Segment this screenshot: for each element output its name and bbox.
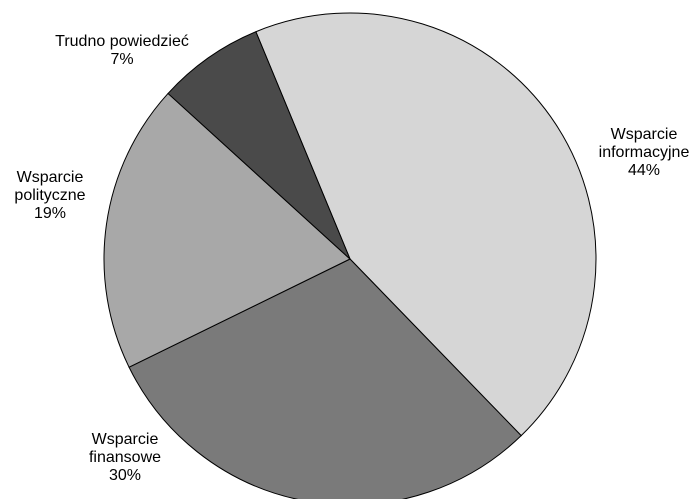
slice-label-4: Trudno powiedzieć 7% <box>55 33 189 68</box>
slice-label-3: Wsparcie polityczne 19% <box>14 169 85 222</box>
pie-labels: Wsparcie informacyjne 44% Wsparcie finansowe… <box>14 33 689 484</box>
pie-slices <box>103 12 597 499</box>
pie-slice-3 <box>103 92 351 368</box>
slice-label-1: Wsparcie informacyjne 44% <box>599 126 690 179</box>
pie-slice-2 <box>128 258 522 499</box>
slice-label-2: Wsparcie finansowe 30% <box>89 431 161 484</box>
pie-slice-4 <box>167 31 351 260</box>
pie-slice-1 <box>255 12 597 437</box>
